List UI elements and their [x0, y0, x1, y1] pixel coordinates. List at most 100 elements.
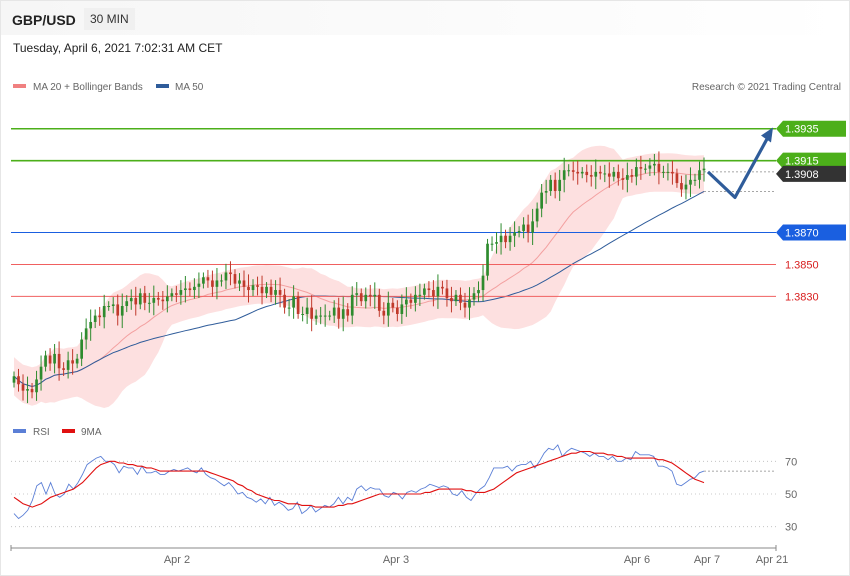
- candle-body: [373, 294, 377, 297]
- candle-body: [156, 298, 160, 300]
- candle-body: [260, 286, 264, 294]
- forecast-path: [706, 132, 772, 200]
- candle-body: [576, 171, 580, 174]
- candle-body: [463, 302, 467, 308]
- candle-body: [675, 173, 679, 184]
- candle-body: [405, 299, 408, 305]
- candle-body: [206, 277, 210, 281]
- candle-body: [120, 306, 124, 316]
- price-tag-1.3935: [776, 120, 846, 137]
- time-tick-label: Apr 21: [756, 554, 788, 566]
- candle-body: [269, 286, 273, 295]
- candle-body: [657, 163, 661, 172]
- candle-body: [310, 307, 313, 319]
- candle-body: [549, 179, 553, 192]
- candle-body: [553, 179, 557, 192]
- candle-body: [594, 171, 598, 177]
- candle-body: [147, 302, 151, 304]
- price-tag-text-1.3935: 1.3935: [785, 124, 819, 136]
- candles: [12, 151, 706, 404]
- candle-body: [364, 294, 368, 302]
- candle-body: [21, 384, 25, 391]
- candle-body: [450, 298, 453, 302]
- candle-body: [427, 288, 431, 291]
- candle-body: [111, 304, 115, 307]
- candle-body: [301, 313, 304, 315]
- candle-body: [395, 307, 399, 314]
- candle-body: [454, 294, 458, 302]
- candle-body: [256, 285, 259, 287]
- candle-body: [625, 175, 629, 180]
- candle-body: [165, 296, 169, 302]
- bollinger-band-area: [14, 145, 704, 409]
- candle-body: [71, 360, 74, 364]
- candle-body: [580, 171, 584, 174]
- candle-body: [490, 243, 494, 245]
- candle-body: [305, 307, 309, 314]
- candle-body: [531, 221, 534, 233]
- datetime-label: Tuesday, April 6, 2021 7:02:31 AM CET: [13, 41, 223, 55]
- candle-body: [689, 179, 692, 185]
- candle-body: [504, 235, 507, 243]
- candle-body: [323, 315, 327, 317]
- credit-label: Research © 2021 Trading Central: [692, 82, 841, 93]
- candle-body: [12, 376, 16, 383]
- legend-swatch-9ma: [62, 429, 75, 433]
- candle-body: [662, 171, 665, 173]
- candle-body: [680, 183, 683, 190]
- candle-body: [522, 224, 525, 231]
- candle-body: [368, 294, 372, 297]
- candle-body: [486, 243, 489, 276]
- candle-body: [129, 298, 133, 302]
- candle-body: [702, 168, 706, 171]
- candle-body: [328, 315, 332, 317]
- candle-body: [53, 353, 56, 364]
- candle-body: [102, 306, 106, 318]
- candle-body: [598, 171, 602, 174]
- candle-body: [319, 315, 323, 317]
- candle-body: [107, 306, 111, 308]
- candle-body: [589, 175, 593, 177]
- candle-body: [17, 376, 20, 385]
- candle-body: [229, 272, 232, 275]
- candle-body: [265, 286, 268, 294]
- price-label-1.3830: 1.3830: [785, 291, 819, 303]
- candle-body: [220, 280, 223, 282]
- forecast-arrow: [706, 127, 773, 200]
- candle-body: [671, 171, 674, 174]
- bollinger-band: [14, 145, 704, 409]
- candle-body: [143, 293, 147, 303]
- candle-body: [170, 293, 174, 297]
- candle-body: [30, 389, 34, 393]
- candle-body: [125, 301, 129, 307]
- candle-body: [283, 294, 286, 308]
- forecast-arrowhead: [761, 127, 773, 143]
- candle-body: [26, 389, 29, 391]
- rsi-line: [13, 444, 705, 520]
- candle-body: [693, 179, 697, 181]
- candle-body: [161, 299, 165, 302]
- candle-body: [233, 274, 237, 284]
- candle-body: [621, 178, 625, 180]
- candle-body: [544, 191, 548, 193]
- candle-body: [603, 173, 607, 175]
- rsi-tick-30: 30: [785, 522, 797, 534]
- candle-body: [341, 309, 345, 319]
- rsi-tick-70: 70: [785, 456, 797, 468]
- candle-body: [84, 328, 88, 340]
- timeframe-badge[interactable]: 30 MIN: [84, 8, 135, 30]
- candle-body: [386, 302, 390, 316]
- price-tag-1.3915: [776, 152, 846, 169]
- candle-body: [639, 167, 643, 169]
- candle-body: [644, 168, 647, 170]
- candle-body: [242, 280, 246, 287]
- legend-rsi-label: RSI: [33, 427, 50, 438]
- ma20-line: [13, 171, 705, 388]
- price-label-1.3850: 1.3850: [785, 259, 819, 271]
- candle-body: [562, 170, 566, 180]
- candle-body: [247, 286, 250, 291]
- candle-body: [517, 230, 521, 233]
- candle-body: [116, 304, 120, 316]
- candle-body: [346, 309, 350, 316]
